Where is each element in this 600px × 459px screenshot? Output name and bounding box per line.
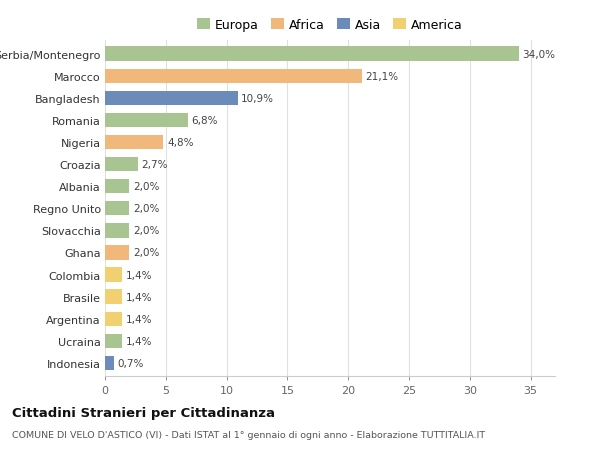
Text: 2,0%: 2,0% — [133, 248, 160, 258]
Text: 1,4%: 1,4% — [125, 292, 152, 302]
Text: 2,7%: 2,7% — [142, 160, 168, 170]
Text: 6,8%: 6,8% — [191, 116, 218, 126]
Bar — [105, 312, 122, 326]
Text: 1,4%: 1,4% — [125, 270, 152, 280]
Text: 2,0%: 2,0% — [133, 182, 160, 192]
Bar — [105, 246, 130, 260]
Text: 2,0%: 2,0% — [133, 226, 160, 236]
Text: 2,0%: 2,0% — [133, 204, 160, 214]
Text: 0,7%: 0,7% — [117, 358, 143, 368]
Bar — [105, 69, 362, 84]
Text: 1,4%: 1,4% — [125, 336, 152, 346]
Text: 1,4%: 1,4% — [125, 314, 152, 324]
Bar — [105, 179, 130, 194]
Text: 34,0%: 34,0% — [522, 50, 555, 60]
Bar — [105, 202, 130, 216]
Text: Cittadini Stranieri per Cittadinanza: Cittadini Stranieri per Cittadinanza — [12, 406, 275, 419]
Bar — [105, 334, 122, 348]
Text: COMUNE DI VELO D'ASTICO (VI) - Dati ISTAT al 1° gennaio di ogni anno - Elaborazi: COMUNE DI VELO D'ASTICO (VI) - Dati ISTA… — [12, 430, 485, 439]
Bar — [105, 135, 163, 150]
Bar — [105, 113, 188, 128]
Bar — [105, 356, 113, 370]
Bar — [105, 157, 138, 172]
Bar — [105, 47, 518, 62]
Bar — [105, 224, 130, 238]
Bar — [105, 268, 122, 282]
Bar — [105, 91, 238, 106]
Text: 4,8%: 4,8% — [167, 138, 194, 148]
Text: 10,9%: 10,9% — [241, 94, 274, 104]
Legend: Europa, Africa, Asia, America: Europa, Africa, Asia, America — [193, 14, 467, 37]
Bar — [105, 290, 122, 304]
Text: 21,1%: 21,1% — [365, 72, 398, 82]
